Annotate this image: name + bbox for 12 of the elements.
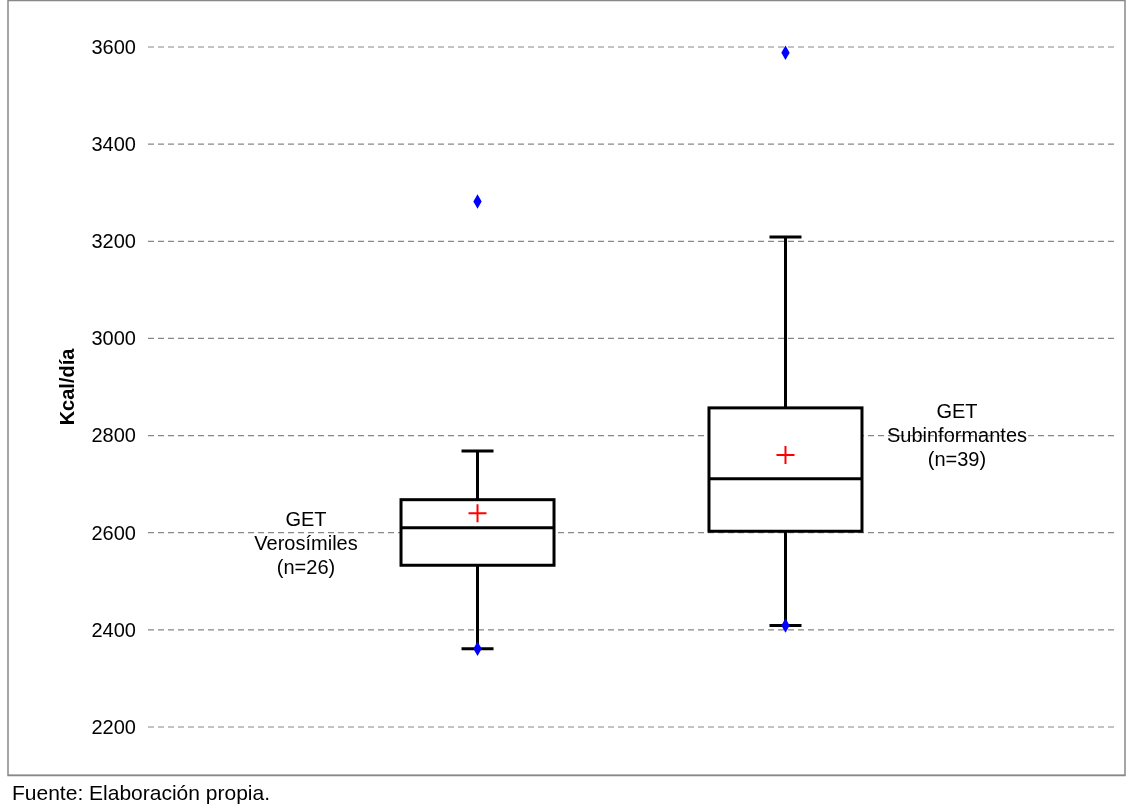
source-note: Fuente: Elaboración propia. <box>12 781 270 804</box>
y-tick-label: 3000 <box>91 327 136 350</box>
y-axis-title: Kcal/día <box>56 347 78 426</box>
x-tick-label: GET Subinformantes (n=39) <box>886 399 1028 470</box>
x-tick-label: GET Verosímiles (n=26) <box>254 507 358 578</box>
y-tick-label: 3600 <box>91 35 136 58</box>
y-tick-label: 2400 <box>91 618 136 641</box>
y-tick-label: 2200 <box>91 715 136 738</box>
y-tick-label: 2600 <box>91 521 136 544</box>
y-tick-label: 2800 <box>91 424 136 447</box>
y-tick-label: 3200 <box>91 230 136 253</box>
y-tick-label: 3400 <box>91 133 136 156</box>
